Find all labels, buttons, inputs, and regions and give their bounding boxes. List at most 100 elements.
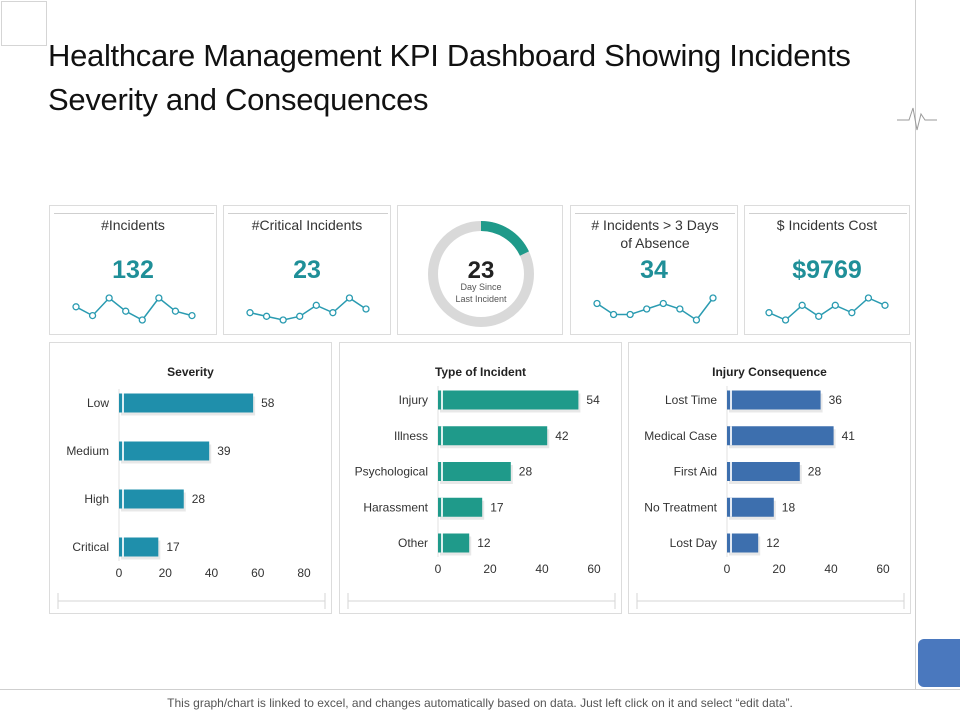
- corner-box: [1, 1, 47, 46]
- bar-highlight: [730, 426, 732, 446]
- x-tick-label: 40: [535, 562, 549, 576]
- bar[interactable]: [438, 533, 470, 553]
- category-label: Other: [398, 536, 428, 550]
- kpi-card-incidents[interactable]: #Incidents 132: [49, 205, 217, 335]
- side-tab[interactable]: [918, 639, 960, 687]
- chart-title: Injury Consequence: [712, 365, 827, 379]
- sparkline-point: [765, 309, 773, 317]
- category-label: Medical Case: [644, 429, 717, 443]
- kpi-value: $9769: [792, 256, 862, 284]
- bar[interactable]: [119, 489, 184, 509]
- kpi-card-absence[interactable]: # Incidents > 3 Days of Absence 34: [570, 205, 738, 335]
- donut-value: 23: [468, 257, 495, 284]
- x-tick-label: 0: [116, 566, 123, 580]
- consequence-chart-card[interactable]: Injury Consequence Lost Time 36 Medical Ca…: [628, 342, 911, 614]
- category-label: Injury: [399, 393, 428, 407]
- kpi-label: $ Incidents Cost: [776, 217, 878, 233]
- bar[interactable]: [119, 441, 210, 461]
- sparkline-point: [329, 309, 337, 317]
- bar[interactable]: [438, 426, 548, 446]
- bar-highlight: [441, 462, 443, 481]
- footer-note: This graph/chart is linked to excel, and…: [167, 696, 793, 710]
- sparkline-point: [709, 294, 717, 302]
- sparkline-point: [362, 305, 370, 313]
- value-label: 18: [782, 500, 796, 514]
- bar[interactable]: [438, 390, 579, 410]
- category-label: Lost Day: [670, 536, 717, 550]
- sparkline: [593, 294, 717, 324]
- sparkline-point: [171, 307, 180, 315]
- bar-highlight: [441, 533, 443, 553]
- card-rule: [749, 213, 907, 214]
- x-tick-label: 0: [724, 562, 731, 576]
- sparkline-point: [659, 299, 667, 308]
- sparkline-point: [155, 294, 163, 302]
- sparkline-point: [848, 309, 856, 317]
- x-tick-label: 60: [251, 566, 265, 580]
- sparkline-point: [781, 316, 790, 324]
- x-tick-label: 20: [483, 562, 497, 576]
- sparkline: [72, 294, 196, 324]
- category-label: Medium: [66, 444, 109, 458]
- value-label: 36: [829, 393, 843, 407]
- bar[interactable]: [727, 533, 759, 553]
- kpi-card-days-since[interactable]: 23 Day Since Last Incident: [397, 205, 563, 335]
- bar[interactable]: [727, 497, 774, 517]
- x-tick-label: 20: [772, 562, 786, 576]
- bar-highlight: [122, 489, 124, 509]
- sparkline-point: [296, 312, 304, 320]
- bar[interactable]: [119, 537, 159, 557]
- value-label: 28: [808, 465, 822, 479]
- bar[interactable]: [119, 393, 254, 413]
- kpi-label: #Incidents: [101, 217, 165, 233]
- sparkline-point: [692, 316, 701, 324]
- bar-highlight: [122, 393, 124, 413]
- value-label: 28: [192, 492, 206, 506]
- value-label: 39: [217, 444, 231, 458]
- bar[interactable]: [727, 426, 834, 446]
- sparkline-point: [188, 311, 196, 320]
- type-chart-card[interactable]: Type of Incident Injury 54 Illness 42 Psycho…: [339, 342, 622, 614]
- sparkline-point: [609, 310, 618, 319]
- bar-highlight: [122, 441, 124, 461]
- consequence-bar-chart: Lost Time 36 Medical Case 41 First Aid 28 No T…: [636, 386, 905, 609]
- bar[interactable]: [727, 462, 800, 481]
- sparkline-point: [345, 294, 354, 302]
- type-bar-chart: Injury 54 Illness 42 Psychological 28 Harassme…: [347, 386, 616, 609]
- sparkline-point: [798, 301, 806, 309]
- sparkline-point: [831, 301, 839, 309]
- sparkline-point: [138, 316, 146, 324]
- card-rule: [228, 213, 388, 214]
- zigzag-icon: [897, 107, 937, 131]
- value-label: 12: [477, 536, 491, 550]
- bar[interactable]: [438, 497, 483, 517]
- bar[interactable]: [727, 390, 821, 410]
- sparkline-point: [312, 301, 320, 309]
- chart-title: Severity: [167, 365, 214, 379]
- donut-caption-1: Day Since: [460, 282, 501, 292]
- sparkline-point: [643, 305, 651, 313]
- kpi-card-critical[interactable]: #Critical Incidents 23: [223, 205, 391, 335]
- bar-highlight: [730, 390, 732, 410]
- kpi-value: 34: [640, 256, 668, 284]
- sparkline-point: [815, 312, 823, 320]
- sparkline-point: [881, 301, 889, 309]
- sparkline-point: [262, 312, 271, 320]
- sparkline-path: [768, 297, 886, 321]
- value-label: 41: [842, 429, 856, 443]
- bar-highlight: [730, 462, 732, 481]
- severity-bar-chart: Low 58 Medium 39 High 28 Critical 17 0 20 40 60 80: [57, 389, 326, 609]
- severity-chart-card[interactable]: Severity Low 58 Medium 39 High 28 Critical 17 0 2…: [49, 342, 332, 614]
- sparkline: [246, 294, 370, 324]
- donut-chart: 23 Day Since Last Incident: [428, 221, 534, 327]
- sparkline-point: [593, 299, 601, 308]
- bar[interactable]: [438, 462, 511, 481]
- bar-highlight: [441, 390, 443, 410]
- kpi-card-cost[interactable]: $ Incidents Cost $9769: [744, 205, 910, 335]
- kpi-value: 23: [293, 256, 321, 284]
- chart-title: Type of Incident: [434, 365, 527, 379]
- bar-highlight: [441, 497, 443, 517]
- value-label: 17: [490, 500, 504, 514]
- sparkline-point: [246, 309, 254, 317]
- kpi-label: # Incidents > 3 Days of Absence: [591, 217, 719, 251]
